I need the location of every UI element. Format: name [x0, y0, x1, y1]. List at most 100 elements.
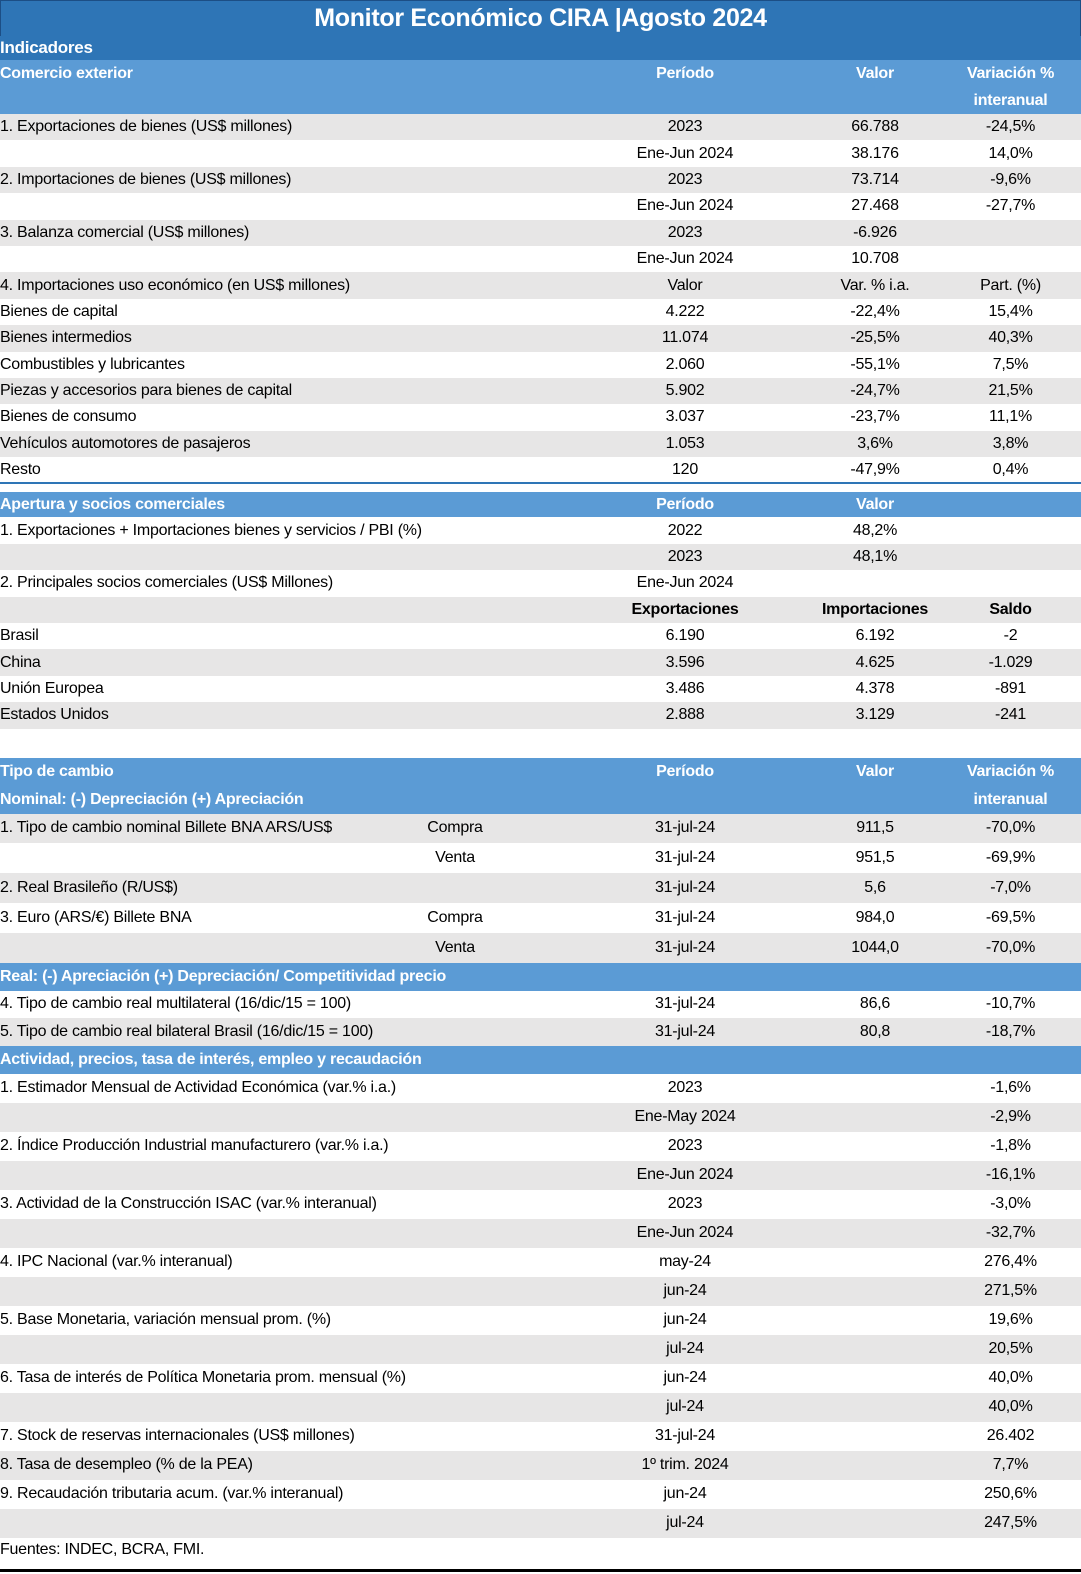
table-row: Unión Europea 3.486 4.378 -891 [0, 676, 1081, 702]
value-cell: 80,8 [810, 1018, 940, 1046]
header-cell [810, 962, 940, 991]
value-cell: 2023 [560, 543, 810, 571]
row-label [0, 843, 350, 873]
header-cell: Actividad, precios, tasa de interés, emp… [0, 1045, 560, 1074]
table-row: jul-24 247,5% [0, 1508, 1081, 1538]
value-cell: 19,6% [988, 1311, 1033, 1329]
table-row: Exportaciones Importaciones Saldo [0, 596, 1081, 624]
row-label: 2. Principales socios comerciales (US$ M… [0, 574, 334, 592]
value-cell: -70,0% [940, 813, 1081, 844]
value-cell: 4.625 [810, 649, 940, 676]
value-cell: Saldo [940, 596, 1081, 624]
value-cell: Ene-May 2024 [560, 1102, 810, 1132]
value-cell: 66.788 [810, 114, 940, 141]
value-cell [940, 517, 1081, 543]
value-cell: -1,6% [990, 1079, 1031, 1097]
sources-row: Fuentes: INDEC, BCRA, FMI. [0, 1537, 1081, 1563]
value-cell: 7,7% [940, 1450, 1081, 1480]
value-cell: Var. % i.a. [810, 272, 940, 299]
value-cell: 86,6 [859, 995, 891, 1013]
value-cell: 276,4% [984, 1253, 1037, 1271]
indicadores-band: Indicadores [0, 36, 1081, 60]
row-label: 1. Tipo de cambio nominal Billete BNA AR… [0, 813, 350, 844]
value-cell: 3.037 [665, 408, 705, 426]
value-cell: 14,0% [988, 144, 1033, 162]
row-label [0, 1218, 560, 1248]
table-row: 1. Tipo de cambio nominal Billete BNA AR… [0, 813, 1081, 844]
section-header: interanual [0, 87, 1081, 114]
row-label [0, 932, 350, 963]
value-cell: Valor [560, 272, 810, 299]
value-cell [810, 1190, 940, 1219]
table-row: Ene-Jun 2024 10.708 [0, 246, 1081, 272]
header-cell [810, 1045, 940, 1074]
value-cell: 73.714 [810, 166, 940, 194]
value-cell: 2023 [560, 219, 810, 246]
value-cell: 40,0% [940, 1392, 1081, 1422]
value-cell: -69,5% [985, 908, 1036, 926]
row-label [0, 1392, 560, 1422]
table-row: Estados Unidos 2.888 3.129 -241 [0, 702, 1081, 729]
table-row: 1. Estimador Mensual de Actividad Económ… [0, 1074, 1081, 1103]
header-cell: Período [560, 492, 810, 518]
row-label: 2. Importaciones de bienes (US$ millones… [0, 166, 560, 194]
row-label: Combustibles y lubricantes [0, 355, 185, 373]
sub-label: Compra [350, 813, 560, 844]
value-cell: 5,6 [810, 873, 940, 903]
value-cell: Importaciones [810, 596, 940, 624]
value-cell: 2.888 [560, 702, 810, 729]
value-cell: 21,5% [940, 377, 1081, 405]
value-cell: jun-24 [663, 1369, 707, 1387]
value-cell: -891 [994, 680, 1027, 697]
value-cell [810, 1364, 940, 1393]
table-row: China 3.596 4.625 -1.029 [0, 649, 1081, 676]
value-cell: 11,1% [989, 408, 1032, 426]
value-cell: 2022 [667, 521, 703, 539]
value-cell: 11.074 [560, 325, 810, 352]
value-cell [810, 1306, 940, 1335]
value-cell: 10.708 [851, 250, 899, 268]
value-cell: 48,2% [852, 521, 898, 539]
row-label: Bienes de capital [0, 302, 118, 320]
value-cell: Ene-Jun 2024 [636, 197, 734, 215]
value-cell: 48,1% [810, 543, 940, 571]
value-cell [810, 1102, 940, 1132]
value-cell: -27,7% [985, 197, 1036, 215]
row-label: 2. Índice Producción Industrial manufact… [0, 1137, 389, 1155]
sub-label: Venta [350, 932, 560, 963]
value-cell: 6.190 [665, 627, 705, 645]
tipo-cambio-actividad-table: Tipo de cambio Período Valor Variación % Nom… [0, 757, 1081, 1563]
row-label: Vehículos automotores de pasajeros [0, 430, 560, 458]
value-cell: Part. (%) [940, 272, 1081, 299]
row-label: 3. Balanza comercial (US$ millones) [0, 219, 560, 246]
value-cell: Exportaciones [560, 596, 810, 624]
row-label: Resto [0, 460, 41, 478]
value-cell: Ene-Jun 2024 [636, 250, 734, 268]
table-row: Ene-May 2024 -2,9% [0, 1102, 1081, 1132]
table-row: Resto 120 -47,9% 0,4% [0, 457, 1081, 483]
value-cell: 7,5% [992, 355, 1029, 373]
value-cell: -69,9% [985, 849, 1036, 867]
value-cell [810, 1074, 940, 1103]
value-cell: jun-24 [663, 1311, 707, 1329]
row-label: Piezas y accesorios para bienes de capit… [0, 377, 560, 405]
row-label: Bienes intermedios [0, 325, 560, 352]
value-cell [810, 1334, 940, 1364]
value-cell: -25,5% [810, 325, 940, 352]
value-cell: jul-24 [560, 1508, 810, 1538]
value-cell [810, 1160, 940, 1190]
table-row: Bienes de consumo 3.037 -23,7% 11,1% [0, 404, 1081, 430]
section-header: Actividad, precios, tasa de interés, emp… [0, 1045, 1081, 1074]
header-cell: Valor [810, 492, 940, 518]
value-cell: Ene-Jun 2024 [560, 1218, 810, 1248]
table-row: 2023 48,1% [0, 543, 1081, 571]
value-cell: 1.053 [560, 430, 810, 458]
value-cell: 40,3% [940, 325, 1081, 352]
table-row: Piezas y accesorios para bienes de capit… [0, 377, 1081, 405]
section-header: Tipo de cambio Período Valor Variación % [0, 757, 1081, 786]
value-cell: 951,5 [855, 849, 895, 867]
header-cell [560, 962, 810, 991]
section-header: Real: (-) Apreciación (+) Depreciación/ … [0, 962, 1081, 991]
table-row: 6. Tasa de interés de Política Monetaria… [0, 1364, 1081, 1393]
value-cell: 31-jul-24 [560, 932, 810, 963]
